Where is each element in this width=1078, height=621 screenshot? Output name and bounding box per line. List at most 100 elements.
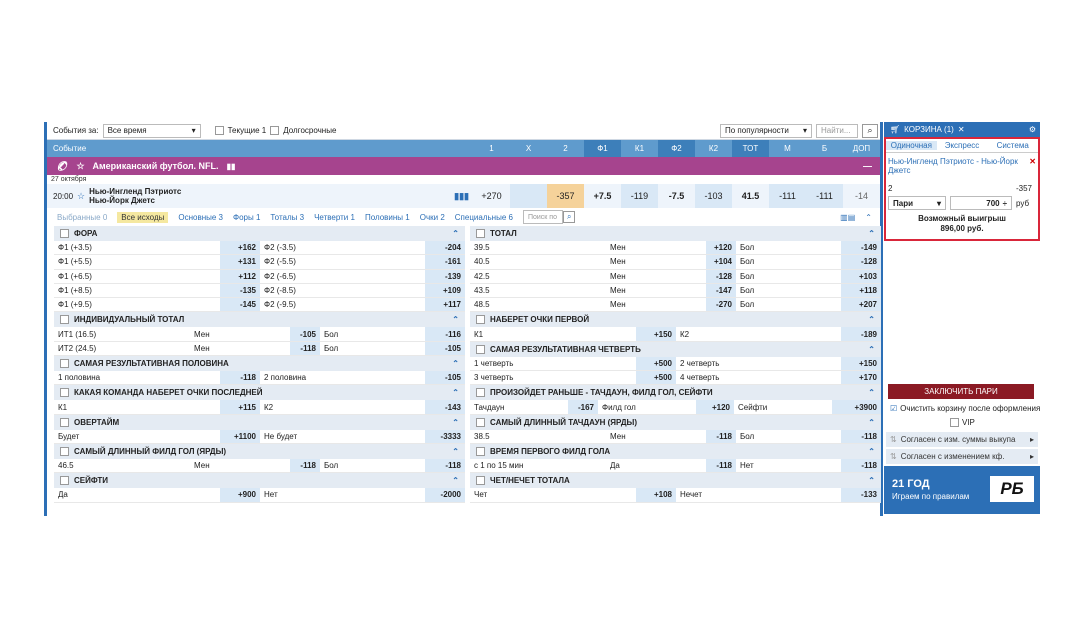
chevron-up-icon[interactable]: ⌃ (452, 446, 459, 456)
col-m[interactable]: М (784, 144, 791, 153)
odd-cell[interactable]: +103 (841, 269, 881, 283)
check-icon[interactable]: ☑ (890, 404, 898, 413)
odd-cell[interactable]: -270 (706, 298, 736, 312)
promo-banner[interactable]: 21 ГОД Играем по правилам РБ (884, 466, 1040, 514)
market-header[interactable]: СЕЙФТИ ⌃ (54, 473, 465, 489)
odd-cell[interactable]: -118 (841, 429, 881, 443)
market-checkbox[interactable] (60, 359, 69, 369)
odd-cell[interactable]: +500 (636, 356, 676, 371)
col-f1[interactable]: Ф1 (583, 140, 621, 157)
odd-cell[interactable]: +115 (220, 400, 260, 414)
odd-cell[interactable]: -105 (290, 327, 320, 341)
odd-k1[interactable]: -119 (620, 184, 658, 208)
market-checkbox[interactable] (60, 446, 69, 456)
market-checkbox[interactable] (476, 315, 485, 325)
odd-1[interactable]: +270 (481, 191, 502, 201)
market-header[interactable]: КАКАЯ КОМАНДА НАБЕРЕТ ОЧКИ ПОСЛЕДНЕЙ ⌃ (54, 385, 465, 401)
col-x[interactable]: X (525, 144, 532, 153)
agree-buyout-option[interactable]: ⇅ Согласен с изм. суммы выкупа ▸ (886, 432, 1038, 447)
market-search-input[interactable]: Поиск по (522, 210, 563, 224)
market-checkbox[interactable] (476, 476, 485, 486)
odd-k2[interactable]: -103 (694, 184, 732, 208)
odd-cell[interactable]: -139 (425, 269, 465, 283)
market-header[interactable]: САМАЯ РЕЗУЛЬТАТИВНАЯ ЧЕТВЕРТЬ ⌃ (470, 341, 881, 357)
collapse-all-icon[interactable]: ⌃ (865, 212, 872, 222)
market-header[interactable]: САМЫЙ ДЛИННЫЙ ТАЧДАУН (ЯРДЫ) ⌃ (470, 414, 881, 430)
col-b[interactable]: Б (821, 144, 828, 153)
agree-odds-option[interactable]: ⇅ Согласен с изменением кф. ▸ (886, 449, 1038, 464)
odd-m[interactable]: -111 (768, 184, 806, 208)
clear-cart-option[interactable]: ☑ Очистить корзину после оформления (890, 404, 1040, 413)
odd-dop[interactable]: -14 (854, 191, 868, 201)
odd-cell[interactable]: +120 (696, 400, 734, 414)
market-checkbox[interactable] (476, 446, 485, 456)
odd-cell[interactable]: -204 (425, 241, 465, 255)
odd-b[interactable]: -111 (805, 184, 843, 208)
col-1[interactable]: 1 (489, 144, 494, 153)
chevron-up-icon[interactable]: ⌃ (452, 388, 459, 398)
search-button[interactable]: ⌕ (862, 123, 878, 138)
tab-express[interactable]: Экспресс (944, 141, 980, 150)
odd-cell[interactable]: +131 (220, 255, 260, 269)
star-icon[interactable]: ☆ (76, 160, 85, 171)
search-icon[interactable]: ⌕ (562, 211, 576, 223)
odd-cell[interactable]: -135 (220, 283, 260, 298)
market-checkbox[interactable] (476, 229, 485, 238)
odd-cell[interactable]: -118 (706, 429, 736, 443)
odd-cell[interactable]: -128 (841, 255, 881, 269)
current-checkbox[interactable] (214, 126, 224, 135)
search-input[interactable]: Найти... (816, 123, 858, 138)
tab-single[interactable]: Одиночная (886, 141, 937, 150)
tab-halves[interactable]: Половины 1 (364, 212, 410, 222)
odd-cell[interactable]: -105 (425, 371, 465, 385)
market-checkbox[interactable] (60, 476, 69, 486)
odd-f2[interactable]: -7.5 (668, 191, 685, 201)
market-header[interactable]: ФОРА ⌃ (54, 226, 465, 241)
odd-cell[interactable]: +900 (220, 488, 260, 502)
stats-icon[interactable]: ▮▮ (226, 161, 236, 171)
odd-cell[interactable]: -147 (706, 283, 736, 298)
col-f2[interactable]: Ф2 (657, 140, 695, 157)
odd-cell[interactable]: -167 (568, 400, 598, 414)
odd-cell[interactable]: +117 (425, 298, 465, 312)
odd-cell[interactable]: +150 (841, 356, 881, 371)
tab-quarters[interactable]: Четверти 1 (314, 212, 355, 222)
place-bet-button[interactable]: ЗАКЛЮЧИТЬ ПАРИ (888, 384, 1034, 399)
market-header[interactable]: ОВЕРТАЙМ ⌃ (54, 414, 465, 430)
market-checkbox[interactable] (60, 388, 69, 398)
longterm-checkbox[interactable] (270, 126, 280, 135)
tab-selected[interactable]: Выбранные 0 (57, 212, 108, 222)
odd-cell[interactable]: -2000 (425, 488, 465, 502)
close-icon[interactable]: ✕ (957, 125, 965, 134)
odd-cell[interactable]: -116 (425, 327, 465, 341)
remove-icon[interactable]: ✕ (1029, 157, 1036, 166)
col-tot[interactable]: ТОТ (731, 140, 769, 157)
col-dop[interactable]: ДОП (852, 144, 871, 153)
market-header[interactable]: ИНДИВИДУАЛЬНЫЙ ТОТАЛ ⌃ (54, 312, 465, 328)
odd-cell[interactable]: +500 (636, 371, 676, 385)
chevron-up-icon[interactable]: ⌃ (868, 315, 875, 325)
chevron-up-icon[interactable]: ⌃ (868, 229, 875, 238)
tab-points[interactable]: Очки 2 (419, 212, 445, 222)
odd-cell[interactable]: +1100 (220, 429, 260, 443)
odd-cell[interactable]: +118 (841, 283, 881, 298)
odd-2[interactable]: -357 (546, 184, 584, 208)
odd-f1[interactable]: +7.5 (593, 191, 612, 201)
chevron-up-icon[interactable]: ⌃ (452, 229, 459, 238)
tab-handicaps[interactable]: Форы 1 (233, 212, 261, 222)
market-checkbox[interactable] (60, 315, 69, 325)
events-for-select[interactable]: Все время ▾ (102, 123, 201, 138)
odd-cell[interactable]: -133 (841, 488, 881, 502)
market-header[interactable]: ЧЕТ/НЕЧЕТ ТОТАЛА ⌃ (470, 473, 881, 489)
odd-cell[interactable]: +120 (706, 241, 736, 255)
chevron-up-icon[interactable]: ⌃ (868, 446, 875, 456)
vip-option[interactable]: VIP (950, 418, 975, 427)
market-header[interactable]: САМАЯ РЕЗУЛЬТАТИВНАЯ ПОЛОВИНА ⌃ (54, 356, 465, 372)
odd-cell[interactable]: -105 (425, 341, 465, 356)
odd-cell[interactable]: -118 (290, 458, 320, 473)
vip-checkbox[interactable] (950, 418, 959, 427)
market-header[interactable]: ПРОИЗОЙДЕТ РАНЬШЕ - ТАЧДАУН, ФИЛД ГОЛ, С… (470, 385, 881, 401)
market-header[interactable]: ВРЕМЯ ПЕРВОГО ФИЛД ГОЛА ⌃ (470, 443, 881, 459)
odd-cell[interactable]: -118 (290, 341, 320, 356)
odd-cell[interactable]: +112 (220, 269, 260, 283)
